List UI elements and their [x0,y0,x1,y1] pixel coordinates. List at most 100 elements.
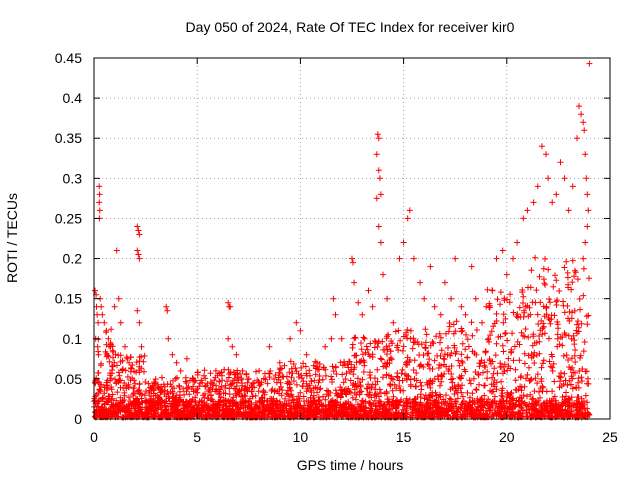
data-point [101,410,108,417]
data-point [426,394,433,401]
data-point [512,377,519,384]
data-point [119,366,126,373]
data-point [404,335,411,342]
data-point [377,239,384,246]
y-tick-label: 0.05 [55,371,82,387]
data-point [521,309,528,316]
data-point [546,316,553,323]
data-point [96,386,103,393]
data-point [469,332,476,339]
data-point [413,400,419,407]
data-point [574,401,581,408]
data-point [500,348,507,355]
data-point [458,351,465,358]
data-point [288,374,295,381]
data-point [484,368,491,375]
data-point [427,342,434,349]
data-point [468,319,475,326]
data-point [448,363,455,369]
data-point [293,319,300,326]
data-point [585,207,592,214]
data-point [438,378,445,385]
data-point [375,167,382,174]
data-point [333,400,340,406]
data-point [532,407,539,414]
data-point [539,388,546,395]
data-point [409,345,416,352]
data-point [272,401,279,408]
data-point [264,403,271,410]
data-point [165,335,172,342]
data-point [182,378,189,385]
data-point [542,413,549,420]
data-point [444,408,451,415]
data-point [372,397,378,404]
data-point [340,379,347,386]
data-point [100,394,106,401]
data-point [125,394,132,401]
data-point [140,358,147,365]
data-point [577,354,583,361]
data-point [134,223,141,230]
data-point [483,411,490,418]
data-point [195,405,202,412]
data-point [302,363,309,370]
data-point [109,363,116,370]
data-point [438,362,445,369]
data-point [230,369,237,375]
data-point [391,381,398,388]
data-point [550,283,557,290]
data-point [518,329,525,336]
data-point [418,382,425,389]
data-point [578,320,585,327]
data-point [358,346,365,353]
data-point [400,401,407,408]
data-point [359,413,366,420]
data-point [99,311,106,318]
data-point [578,111,585,118]
data-point [396,255,403,262]
data-point [447,403,454,409]
data-point [351,404,358,411]
data-point [374,366,381,373]
data-point [580,119,587,126]
data-point [149,407,156,413]
data-point [453,348,460,355]
data-point [410,339,417,346]
data-point [553,277,560,284]
data-point [173,359,180,366]
data-point [335,391,342,398]
data-point [330,368,337,375]
data-point [510,395,516,402]
data-point [417,279,424,286]
data-point [358,340,364,346]
data-point [459,359,466,366]
data-point [565,284,572,291]
data-point [505,363,512,370]
data-point [223,403,230,410]
data-point [290,403,297,410]
data-point [390,411,397,418]
data-point [339,390,346,397]
data-point [453,318,460,325]
data-point [271,410,278,416]
data-point [165,403,172,410]
data-point [477,360,484,367]
data-point [576,296,583,302]
data-point [446,366,453,373]
data-point [277,412,284,418]
data-point [360,369,367,375]
data-point [103,341,110,348]
data-point [438,400,445,407]
data-point [96,191,103,198]
data-point [322,396,329,403]
data-point [479,319,485,326]
data-point [455,357,462,364]
data-point [537,299,544,306]
data-point [487,332,494,339]
data-point [494,296,501,303]
data-point [430,408,437,414]
data-point [421,395,428,402]
data-point [515,314,521,321]
